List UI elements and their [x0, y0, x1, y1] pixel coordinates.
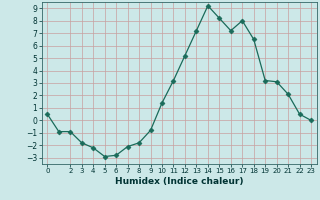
- X-axis label: Humidex (Indice chaleur): Humidex (Indice chaleur): [115, 177, 244, 186]
